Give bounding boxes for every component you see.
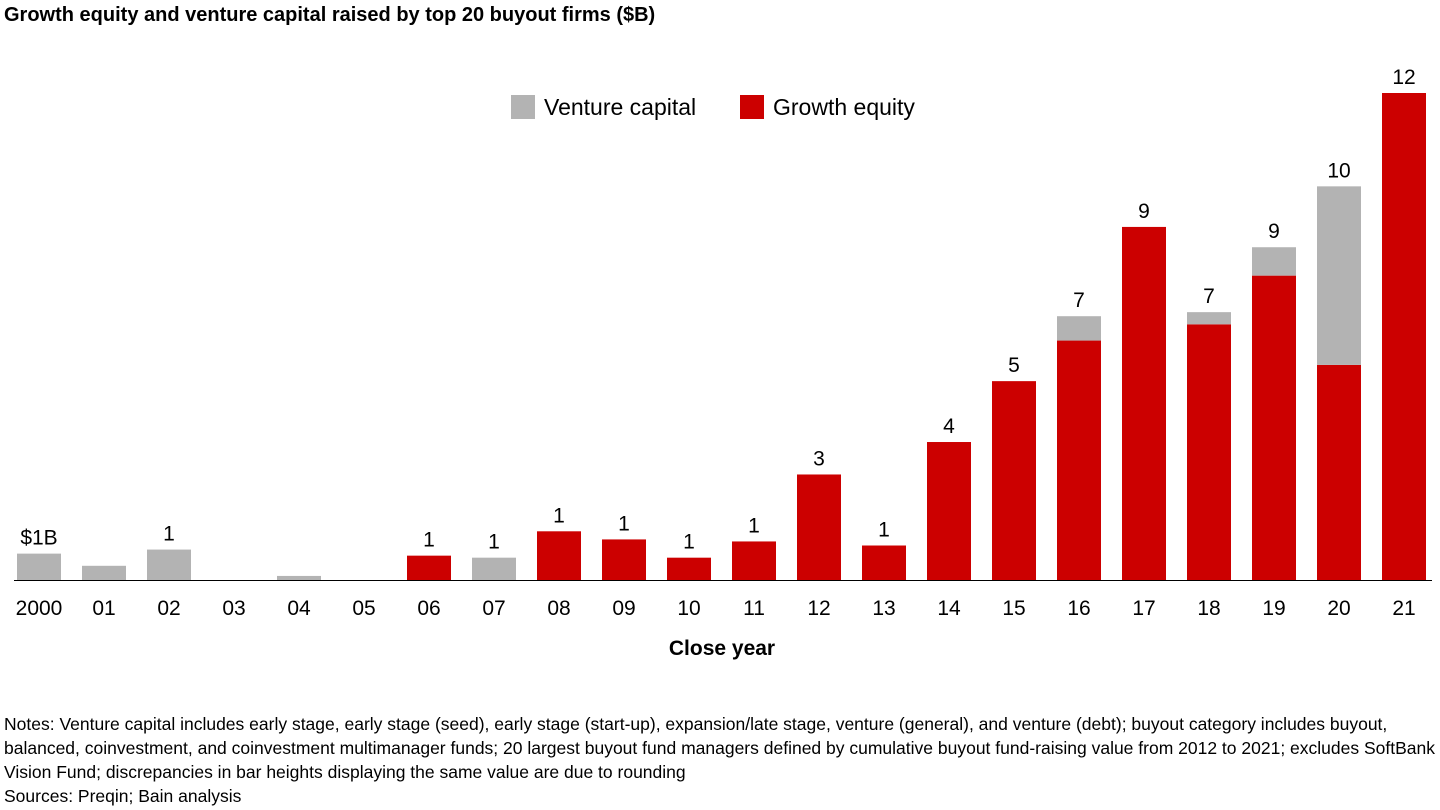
bar-venture-capital (17, 553, 61, 580)
bar-growth-equity (667, 557, 711, 580)
bar-total-label: 7 (1203, 285, 1215, 308)
x-tick-label: 08 (547, 597, 570, 620)
bar-venture-capital (1252, 247, 1296, 276)
notes-text: Notes: Venture capital includes early st… (4, 714, 1435, 782)
bar-total-label: 10 (1327, 159, 1350, 182)
bar-total-label: 1 (488, 531, 500, 554)
chart-title: Growth equity and venture capital raised… (4, 4, 656, 26)
bar-growth-equity (992, 381, 1036, 580)
x-tick-label: 19 (1262, 597, 1285, 620)
bar-venture-capital (147, 549, 191, 580)
bar-total-label: 1 (163, 523, 175, 546)
sources-text: Sources: Preqin; Bain analysis (4, 786, 242, 806)
bar-venture-capital (1317, 186, 1361, 365)
legend-label: Venture capital (544, 94, 696, 120)
bar-venture-capital (277, 575, 321, 580)
legend-swatch (511, 95, 535, 119)
x-tick-label: 21 (1392, 597, 1415, 620)
bar-total-label: 3 (813, 447, 825, 470)
bar-growth-equity (537, 531, 581, 580)
bar-growth-equity (407, 555, 451, 580)
bar-total-label: 1 (423, 529, 435, 552)
x-tick-label: 17 (1132, 597, 1155, 620)
bar-total-label: 12 (1392, 66, 1415, 89)
x-tick-label: 09 (612, 597, 635, 620)
bar-growth-equity (1187, 324, 1231, 580)
legend-swatch (740, 95, 764, 119)
bar-total-label: 9 (1268, 220, 1280, 243)
bar-growth-equity (927, 442, 971, 580)
bar-growth-equity (1057, 340, 1101, 580)
x-tick-label: 07 (482, 597, 505, 620)
bar-total-label: 1 (748, 514, 760, 537)
x-tick-label: 16 (1067, 597, 1090, 620)
x-tick-label: 18 (1197, 597, 1220, 620)
x-tick-label: 11 (743, 597, 765, 620)
bar-growth-equity (1252, 275, 1296, 580)
bar-total-label: 7 (1073, 289, 1085, 312)
bar-growth-equity (1317, 364, 1361, 580)
x-tick-label: 13 (872, 597, 895, 620)
bar-venture-capital (472, 557, 516, 580)
bar-total-label: 5 (1008, 354, 1020, 377)
legend-label: Growth equity (773, 94, 915, 120)
bar-growth-equity (797, 474, 841, 580)
bar-total-label: 1 (878, 519, 890, 542)
bar-venture-capital (1057, 316, 1101, 341)
bar-growth-equity (732, 541, 776, 580)
x-tick-label: 10 (677, 597, 700, 620)
x-tick-label: 03 (222, 597, 245, 620)
x-tick-label: 06 (417, 597, 440, 620)
x-tick-label: 2000 (16, 597, 63, 620)
x-tick-label: 02 (157, 597, 180, 620)
x-tick-label: 20 (1327, 597, 1350, 620)
bar-venture-capital (1187, 312, 1231, 325)
x-tick-label: 01 (92, 597, 115, 620)
chart-notes: Notes: Venture capital includes early st… (4, 712, 1436, 808)
bar-growth-equity (1382, 93, 1426, 580)
x-tick-label: 15 (1002, 597, 1025, 620)
bar-total-label: $1B (20, 527, 57, 550)
bar-total-label: 1 (618, 512, 630, 535)
x-axis-title: Close year (669, 637, 775, 660)
bar-total-label: 1 (553, 504, 565, 527)
x-tick-label: 04 (287, 597, 311, 620)
bar-total-label: 9 (1138, 200, 1150, 223)
x-tick-label: 12 (807, 597, 830, 620)
bar-venture-capital (82, 565, 126, 580)
bar-growth-equity (862, 545, 906, 580)
bar-total-label: 4 (943, 415, 955, 438)
bar-growth-equity (602, 539, 646, 580)
bar-total-label: 1 (683, 531, 695, 554)
bar-growth-equity (1122, 226, 1166, 581)
x-tick-label: 05 (352, 597, 375, 620)
x-tick-label: 14 (937, 597, 961, 620)
